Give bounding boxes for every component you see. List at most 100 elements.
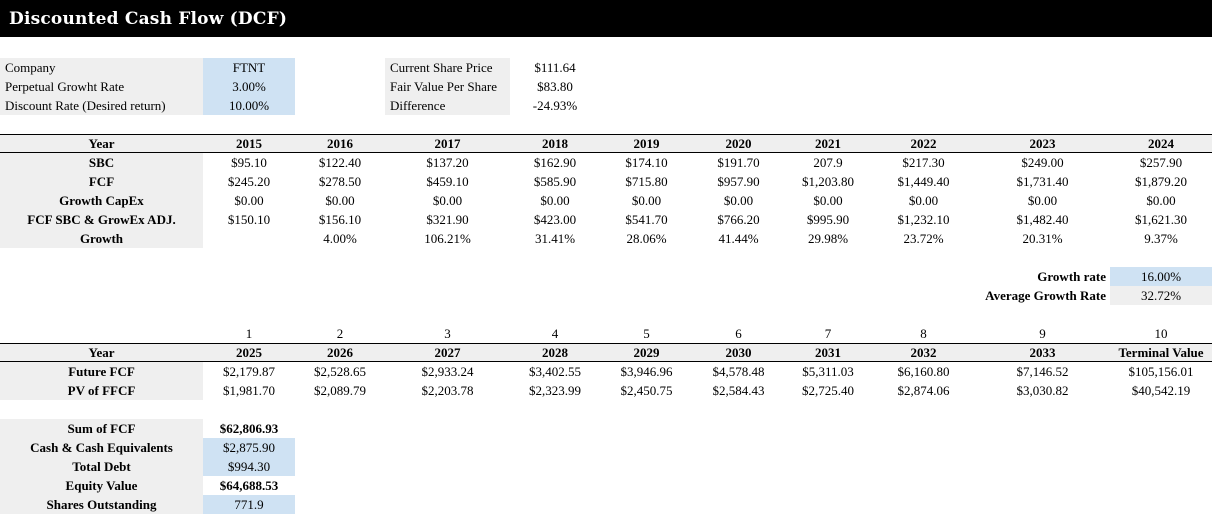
historical-year-header: 2017 (434, 136, 461, 151)
historical-fcf-adj-value: $1,482.40 (1016, 212, 1069, 227)
historical-sbc-value: $137.20 (426, 155, 469, 170)
title-bar: Discounted Cash Flow (DCF) (0, 0, 1212, 37)
row-label-future-fcf: Future FCF (0, 362, 203, 381)
historical-growth-capex-value: $0.00 (723, 193, 754, 208)
historical-fcf-value: $278.50 (318, 174, 362, 189)
projection-year-header: 2033 (1029, 345, 1056, 360)
summary-label-sum-of-fcf: Sum of FCF (0, 419, 203, 438)
input-value-company[interactable]: FTNT (203, 58, 295, 77)
historical-growth-capex-value: $0.00 (234, 193, 264, 208)
historical-growth-capex-value: $0.00 (540, 193, 570, 208)
valuation-label-difference: Difference (385, 96, 510, 115)
average-growth-rate-label: Average Growth Rate (985, 288, 1106, 303)
historical-fcf-adj-value: $156.10 (318, 212, 362, 227)
historical-fcf-adj-value: $150.10 (227, 212, 271, 227)
historical-growth-value: 106.21% (424, 231, 471, 246)
row-label-pv-of-ffcf: PV of FFCF (0, 381, 203, 400)
projection-period-index: 4 (551, 326, 559, 341)
pv-of-ffcf-value: $3,030.82 (1016, 383, 1069, 398)
projection-period-index: 8 (920, 326, 927, 341)
historical-fcf-value: $1,449.40 (897, 174, 950, 189)
historical-growth-capex-value: $0.00 (325, 193, 355, 208)
historical-sbc-value: $162.90 (533, 155, 577, 170)
projection-year-header: 2029 (633, 345, 660, 360)
projection-period-index: 1 (245, 326, 253, 341)
historical-year-header: 2016 (327, 136, 353, 151)
historical-sbc-value: $217.30 (902, 155, 945, 170)
historical-growth-capex-value: $0.00 (908, 193, 939, 208)
growth-rate-value[interactable]: 16.00% (1110, 267, 1212, 286)
input-value-discount-rate[interactable]: 10.00% (203, 96, 295, 115)
average-growth-rate-value: 32.72% (1110, 286, 1212, 305)
historical-sbc-value: 207.9 (813, 155, 843, 170)
input-value-perpetual-growth-rate[interactable]: 3.00% (203, 77, 295, 96)
future-fcf-value: $2,933.24 (421, 364, 474, 379)
historical-year-header: 2018 (542, 136, 568, 151)
projection-year-header: 2027 (434, 345, 461, 360)
historical-year-header-label: Year (88, 136, 115, 151)
projection-year-header: 2032 (910, 345, 937, 360)
historical-fcf-value: $957.90 (717, 174, 760, 189)
summary-row-shares-outstanding: Shares Outstanding 771.9 (0, 495, 1212, 514)
historical-sbc-value: $257.90 (1139, 155, 1183, 170)
spacer (0, 37, 1212, 58)
future-fcf-value: $7,146.52 (1016, 364, 1069, 379)
future-fcf-value: $2,528.65 (314, 364, 366, 379)
historical-growth-capex-value: $0.00 (631, 193, 662, 208)
projection-year-header: 2030 (725, 345, 752, 360)
summary-value-cash-equivalents[interactable]: $2,875.90 (203, 438, 295, 457)
summary-block: Sum of FCF $62,806.93 Cash & Cash Equiva… (0, 419, 1212, 514)
historical-header-row: Year 2015 2016 2017 2018 2019 2020 2021 2022 202… (0, 134, 1212, 153)
summary-label-cash-equivalents: Cash & Cash Equivalents (0, 438, 203, 457)
summary-label-equity-value: Equity Value (0, 476, 203, 495)
projection-year-header: 2031 (815, 345, 841, 360)
historical-row-growth: Growth 4.00% 106.21% 31.41% 28.06% 41.44% 29.… (0, 229, 1212, 248)
page-title: Discounted Cash Flow (DCF) (9, 8, 288, 29)
historical-row-fcf: FCF $245.20 $278.50 $459.10 $585.90 $715.80 $… (0, 172, 1212, 191)
historical-growth-value: 9.37% (1144, 231, 1178, 246)
future-fcf-value: $3,946.96 (620, 364, 673, 379)
projection-year-header: Terminal Value (1118, 345, 1204, 360)
projection-year-header: 2028 (542, 345, 568, 360)
growth-rate-row: Growth rate 16.00% (0, 267, 1212, 286)
historical-sbc-value: $191.70 (717, 155, 760, 170)
historical-year-header: 2022 (910, 136, 937, 151)
historical-growth-capex-value: $0.00 (813, 193, 843, 208)
projection-table: 1 2 3 4 5 6 7 8 9 10 Year 2025 2026 2027 2028 2029 203… (0, 324, 1212, 400)
historical-year-header: 2024 (1148, 136, 1174, 151)
row-label-fcf: FCF (0, 172, 203, 191)
spacer (0, 248, 1212, 267)
summary-row-total-debt: Total Debt $994.30 (0, 457, 1212, 476)
projection-row-pv-of-ffcf: PV of FFCF $1,981.70 $2,089.79 $2,203.78 $2… (0, 381, 1212, 400)
summary-value-sum-of-fcf: $62,806.93 (219, 421, 279, 436)
input-label-perpetual-growth-rate: Perpetual Growht Rate (0, 77, 203, 96)
historical-growth-capex-value: $0.00 (1027, 193, 1058, 208)
future-fcf-value: $6,160.80 (897, 364, 950, 379)
historical-growth-value: 28.06% (626, 231, 667, 246)
summary-value-total-debt[interactable]: $994.30 (203, 457, 295, 476)
historical-fcf-value: $1,879.20 (1135, 174, 1187, 189)
valuation-label-current-share-price: Current Share Price (385, 58, 510, 77)
pv-of-ffcf-value: $2,874.06 (897, 383, 950, 398)
pv-of-ffcf-value: $40,542.19 (1131, 383, 1191, 398)
historical-row-fcf-adj: FCF SBC & GrowEx ADJ. $150.10 $156.10 $321… (0, 210, 1212, 229)
valuation-value-fair-value-per-share: $83.80 (537, 79, 573, 94)
historical-fcf-value: $245.20 (227, 174, 271, 189)
projection-header-row: Year 2025 2026 2027 2028 2029 2030 2031 2032 203… (0, 343, 1212, 362)
historical-growth-capex-value: $0.00 (1146, 193, 1176, 208)
historical-year-header: 2020 (725, 136, 752, 151)
historical-table: Year 2015 2016 2017 2018 2019 2020 2021 2022 202… (0, 134, 1212, 248)
valuation-value-current-share-price: $111.64 (534, 60, 576, 75)
spacer (0, 115, 1212, 134)
spacer (0, 305, 1212, 324)
pv-of-ffcf-value: $2,725.40 (802, 383, 854, 398)
historical-year-header: 2015 (236, 136, 262, 151)
row-label-fcf-adj: FCF SBC & GrowEx ADJ. (0, 210, 203, 229)
growth-rate-label: Growth rate (1037, 269, 1106, 284)
summary-value-shares-outstanding[interactable]: 771.9 (203, 495, 295, 514)
summary-label-total-debt: Total Debt (0, 457, 203, 476)
historical-growth-value: 23.72% (903, 231, 944, 246)
inputs-row-perpetual-growth: Perpetual Growht Rate 3.00% Fair Value P… (0, 77, 1212, 96)
inputs-row-discount-rate: Discount Rate (Desired return) 10.00% Di… (0, 96, 1212, 115)
